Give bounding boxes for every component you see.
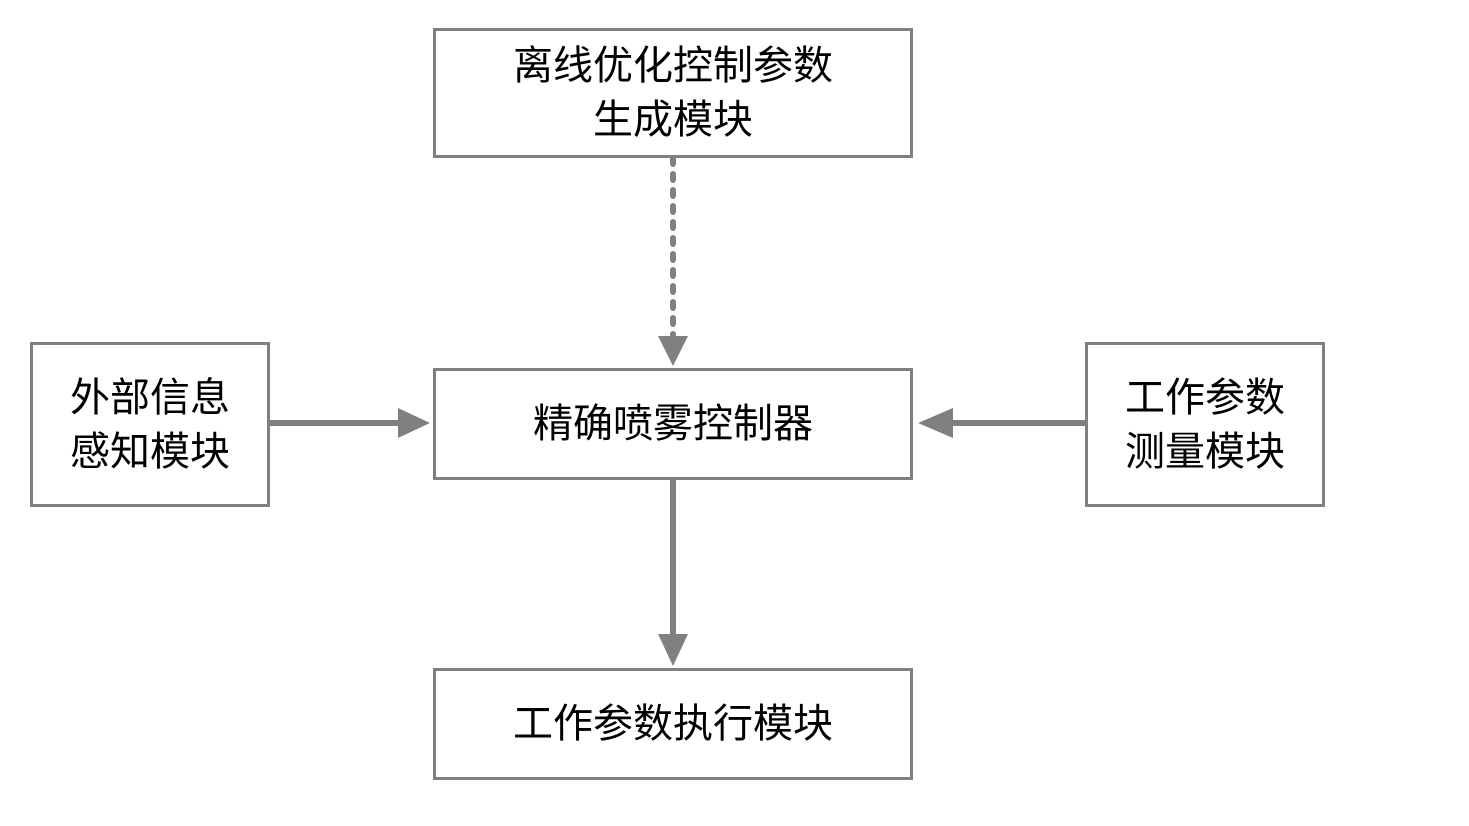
node-label: 工作参数测量模块 — [1125, 371, 1285, 479]
node-label: 工作参数执行模块 — [513, 697, 833, 751]
arrow-center-to-bottom — [650, 480, 696, 668]
node-external-info-sensing: 外部信息感知模块 — [30, 342, 270, 507]
node-label: 离线优化控制参数生成模块 — [513, 39, 833, 147]
arrow-top-to-center — [650, 158, 696, 368]
node-label: 精确喷雾控制器 — [533, 397, 813, 451]
arrow-right-to-center — [913, 400, 1085, 446]
flowchart-diagram: 离线优化控制参数生成模块 外部信息感知模块 精确喷雾控制器 工作参数测量模块 工… — [0, 0, 1469, 826]
node-offline-optimization: 离线优化控制参数生成模块 — [433, 28, 913, 158]
node-working-params-measurement: 工作参数测量模块 — [1085, 342, 1325, 507]
node-label: 外部信息感知模块 — [70, 371, 230, 479]
node-precision-spray-controller: 精确喷雾控制器 — [433, 368, 913, 480]
arrow-left-to-center — [270, 400, 433, 446]
node-working-params-execution: 工作参数执行模块 — [433, 668, 913, 780]
